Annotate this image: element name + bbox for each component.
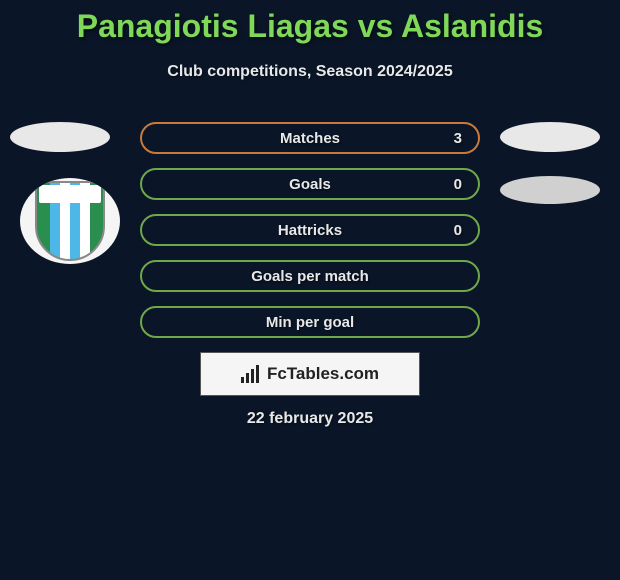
- stat-row: Goals 0: [140, 168, 480, 200]
- player-right-badge-placeholder-2: [500, 176, 600, 204]
- stat-label: Goals: [289, 176, 331, 193]
- stat-label: Matches: [280, 130, 340, 147]
- page-title: Panagiotis Liagas vs Aslanidis: [0, 0, 620, 45]
- stat-row: Min per goal: [140, 306, 480, 338]
- stat-row: Goals per match: [140, 260, 480, 292]
- stat-value: 0: [454, 176, 462, 193]
- stat-row: Hattricks 0: [140, 214, 480, 246]
- stats-list: Matches 3 Goals 0 Hattricks 0 Goals per match M…: [140, 122, 480, 352]
- branding-text: FcTables.com: [267, 364, 379, 384]
- date-text: 22 february 2025: [0, 410, 620, 428]
- player-right-badge-placeholder-1: [500, 122, 600, 152]
- stat-label: Goals per match: [251, 268, 369, 285]
- club-shield-icon: [35, 181, 105, 261]
- player-left-badge-placeholder: [10, 122, 110, 152]
- stat-value: 0: [454, 222, 462, 239]
- stat-row: Matches 3: [140, 122, 480, 154]
- stat-value: 3: [454, 130, 462, 147]
- stat-label: Hattricks: [278, 222, 342, 239]
- subtitle: Club competitions, Season 2024/2025: [0, 63, 620, 81]
- bar-chart-icon: [241, 365, 261, 383]
- club-logo: [20, 178, 120, 264]
- stat-label: Min per goal: [266, 314, 354, 331]
- branding-box: FcTables.com: [200, 352, 420, 396]
